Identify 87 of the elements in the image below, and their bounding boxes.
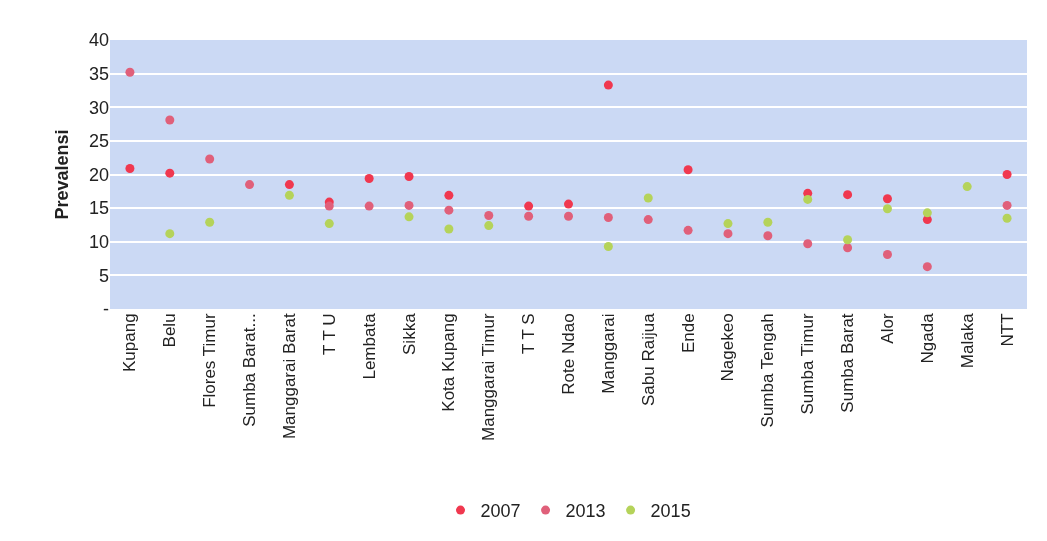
x-tick-label: Manggarai [598, 313, 618, 394]
x-tick-label: Ngada [917, 312, 937, 364]
point [364, 201, 374, 211]
point [524, 211, 534, 221]
point [882, 250, 892, 260]
point [882, 194, 892, 204]
x-tick-label: Sumba Barat... [240, 313, 260, 427]
point [564, 211, 573, 221]
point [603, 80, 613, 90]
y-tick-label: 15 [88, 198, 109, 219]
point [643, 193, 653, 203]
point [444, 224, 454, 234]
x-tick-label: Rote Ndao [559, 313, 579, 395]
x-tick-label: Manggarai Timur [479, 313, 499, 441]
legend-label: 2015 [650, 501, 691, 522]
point [444, 205, 454, 215]
point [165, 229, 175, 239]
legend-label: 2013 [565, 501, 606, 522]
point [324, 201, 334, 211]
y-tick-label: 35 [88, 63, 109, 84]
point [125, 163, 135, 173]
point [843, 190, 853, 200]
x-tick-label: Alor [877, 313, 897, 344]
point [284, 180, 294, 190]
point [882, 204, 892, 214]
legend-label: 2007 [480, 501, 521, 522]
point [165, 168, 175, 178]
point [444, 190, 454, 200]
x-tick-label: Kota Kupang [439, 313, 459, 412]
y-axis-title: Prevalensi [52, 129, 73, 220]
point [603, 213, 613, 223]
x-tick-label: Sumba Timur [798, 313, 818, 415]
point [643, 215, 653, 225]
point [324, 219, 334, 229]
x-tick-label: Sabu Raijua [638, 312, 658, 407]
point [803, 194, 813, 204]
x-tick-label: Sumba Tengah [758, 313, 778, 428]
point [205, 217, 215, 227]
point [165, 115, 175, 125]
y-tick-label: 5 [98, 265, 109, 286]
point [284, 190, 294, 200]
point [922, 262, 932, 272]
y-tick-label: 30 [88, 97, 109, 118]
point [125, 67, 135, 77]
point [723, 219, 733, 229]
point [803, 239, 813, 249]
y-tick-label: 20 [88, 164, 109, 185]
y-tick-label: 10 [88, 232, 109, 253]
point [683, 225, 693, 235]
y-tick-label: - [103, 299, 109, 320]
x-tick-label: Malaka [957, 312, 977, 369]
point [484, 211, 494, 221]
x-tick-label: Sumba Barat [838, 313, 858, 413]
point [364, 174, 374, 184]
point [1002, 200, 1012, 210]
point [1002, 170, 1012, 179]
point [962, 182, 972, 192]
x-tick-label: Sikka [399, 312, 419, 355]
point [603, 241, 613, 251]
x-tick-label: Manggarai Barat [279, 313, 299, 440]
x-tick-label: T T S [519, 313, 539, 355]
point [723, 229, 733, 239]
x-tick-label: Nagekeo [718, 313, 738, 382]
x-tick-label: Kupang [120, 313, 140, 373]
point [564, 199, 573, 209]
x-tick-label: NTT [997, 313, 1017, 347]
y-tick-label: 25 [88, 131, 109, 152]
point [763, 217, 773, 227]
point [922, 208, 932, 218]
x-tick-label: Lembata [359, 312, 379, 380]
point [524, 201, 534, 211]
point [843, 235, 853, 245]
x-tick-label: Belu [160, 313, 180, 348]
point [1002, 213, 1012, 223]
point [404, 172, 414, 182]
point [245, 180, 255, 190]
point [404, 200, 414, 210]
point [205, 154, 215, 164]
point [683, 165, 693, 175]
point [404, 212, 414, 222]
point [763, 231, 773, 241]
x-tick-label: Ende [678, 313, 698, 354]
point [484, 221, 494, 231]
point [843, 243, 853, 253]
y-tick-label: 40 [88, 30, 109, 51]
x-tick-label: Flores Timur [200, 313, 220, 408]
x-tick-label: T T U [319, 313, 339, 355]
